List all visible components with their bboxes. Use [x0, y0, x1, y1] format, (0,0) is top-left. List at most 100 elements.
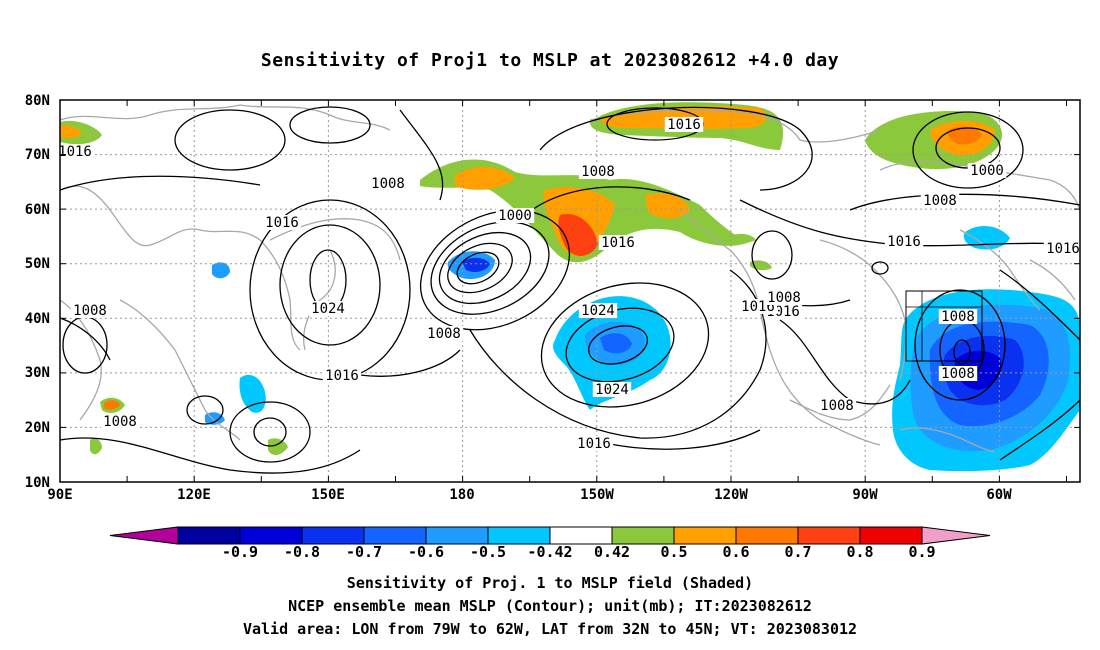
- colorbar-swatch: [487, 526, 551, 545]
- lon-label: 180: [449, 487, 474, 503]
- lon-label: 90W: [852, 487, 878, 503]
- contour-label-bg: [70, 303, 110, 318]
- lat-label: 40N: [25, 311, 50, 327]
- colorbar-swatch: [859, 526, 923, 545]
- lon-label: 60W: [986, 487, 1012, 503]
- colorbar-swatch: [425, 526, 489, 545]
- contour-label: 1016: [1046, 241, 1080, 257]
- colorbar-swatch: [301, 526, 365, 545]
- valid-area-box: [905, 290, 983, 362]
- colorbar-swatch: [673, 526, 737, 545]
- lat-label: 70N: [25, 147, 50, 163]
- contour-label: 1016: [601, 235, 635, 251]
- contour-label-bg: [574, 436, 614, 451]
- contour-label: 1016: [667, 117, 701, 133]
- contour-label: 1016: [577, 436, 611, 452]
- contour-label-bg: [592, 382, 632, 397]
- plot-frame: [59, 99, 1081, 483]
- contour-label-bg: [938, 366, 978, 381]
- colorbar-tick-label: 0.9: [908, 543, 936, 561]
- lat-label: 10N: [25, 475, 50, 491]
- contour-label: 1000: [498, 208, 532, 224]
- contour-label: 1024: [581, 303, 615, 319]
- map-title: Sensitivity of Proj1 to MSLP at 20230826…: [260, 50, 840, 71]
- colorbar-swatch: [797, 526, 861, 545]
- contour-label-bg: [764, 290, 804, 305]
- contour-label: 1000: [970, 163, 1004, 179]
- contour-label: 1016: [325, 368, 359, 384]
- contour-label-bg: [1043, 241, 1083, 256]
- lon-label: 120E: [177, 487, 211, 503]
- colorbar-swatch: [363, 526, 427, 545]
- lat-label: 20N: [25, 420, 50, 436]
- sensitivity-shading: [60, 102, 1080, 472]
- colorbar-tick-label: 0.5: [660, 543, 688, 561]
- colorbar-swatch: [549, 526, 613, 545]
- contour-label-bg: [100, 414, 140, 429]
- contour-label-bg: [55, 144, 95, 159]
- caption-contour: NCEP ensemble mean MSLP (Contour); unit(…: [288, 597, 812, 615]
- colorbar-tick-label: -0.7: [345, 543, 383, 561]
- contour-label: 1008: [923, 193, 957, 209]
- colorbar-tick-label: -0.5: [469, 543, 507, 561]
- contour-label-bg: [368, 176, 408, 191]
- contour-label-bg: [817, 398, 857, 413]
- mslp-contours: [59, 106, 1081, 474]
- contour-label-bg: [322, 368, 362, 383]
- contour-labels: 1016 1016 1008 1008 1008 1000 1016 1016 1024 1008…: [55, 117, 1083, 452]
- lon-label: 120W: [714, 487, 748, 503]
- contour-label: 1008: [371, 176, 405, 192]
- lon-label: 150E: [311, 487, 345, 503]
- contour-label-bg: [884, 234, 924, 249]
- contour-label: 1008: [820, 398, 854, 414]
- colorbar-tick-label: -0.6: [407, 543, 445, 561]
- contour-label: 1008: [941, 309, 975, 325]
- colorbar-tick-label: 0.42: [593, 543, 631, 561]
- colorbar-tick-label: -0.8: [283, 543, 321, 561]
- colorbar-tick-label: 0.7: [784, 543, 812, 561]
- latitude-labels: 80N 70N 60N 50N 40N 30N 20N 10N: [25, 93, 50, 491]
- lat-label: 50N: [25, 256, 50, 272]
- contour-label-bg: [664, 117, 704, 132]
- colorbar-tick-label: -0.9: [221, 543, 259, 561]
- contour-label: 1008: [427, 326, 461, 342]
- contour-label: 1008: [581, 164, 615, 180]
- contour-label-bg: [308, 301, 348, 316]
- contour-label: 1008: [941, 366, 975, 382]
- colorbar-max-arrow: [921, 526, 991, 545]
- colorbar-swatch: [735, 526, 799, 545]
- contour-label-bg: [598, 235, 638, 250]
- coastlines: [59, 104, 1081, 453]
- colorbar: [109, 526, 991, 545]
- lon-label: 150W: [580, 487, 614, 503]
- lat-label: 80N: [25, 93, 50, 109]
- colorbar-tick-label: 0.8: [846, 543, 874, 561]
- contour-label-bg: [920, 193, 960, 208]
- contour-label: 1008: [767, 290, 801, 306]
- contour-label: 1024: [311, 301, 345, 317]
- contour-label: 1016: [265, 215, 299, 231]
- longitude-labels: 90E 120E 150E 180 150W 120W 90W 60W: [47, 487, 1012, 503]
- contour-label-bg: [495, 208, 535, 223]
- contour-label: 1016: [887, 234, 921, 250]
- caption-shaded: Sensitivity of Proj. 1 to MSLP field (Sh…: [346, 574, 754, 592]
- contour-label-bg: [424, 326, 464, 341]
- lon-label: 90E: [47, 487, 72, 503]
- contour-label: 1008: [103, 414, 137, 430]
- contour-label-bg: [262, 215, 302, 230]
- colorbar-tick-label: 0.6: [722, 543, 750, 561]
- lat-label: 30N: [25, 365, 50, 381]
- contour-label: 1024: [595, 382, 629, 398]
- contour-label-bg: [578, 164, 618, 179]
- contour-label: 1008: [73, 303, 107, 319]
- axis-ticks: [59, 99, 1080, 483]
- colorbar-swatch: [239, 526, 303, 545]
- colorbar-swatch: [611, 526, 675, 545]
- contour-label-bg: [938, 309, 978, 324]
- contour-label: 1016: [58, 144, 92, 160]
- contour-label-bg: [578, 303, 618, 318]
- lat-label: 60N: [25, 202, 50, 218]
- colorbar-min-arrow: [109, 526, 179, 545]
- contour-label-bg: [967, 163, 1007, 178]
